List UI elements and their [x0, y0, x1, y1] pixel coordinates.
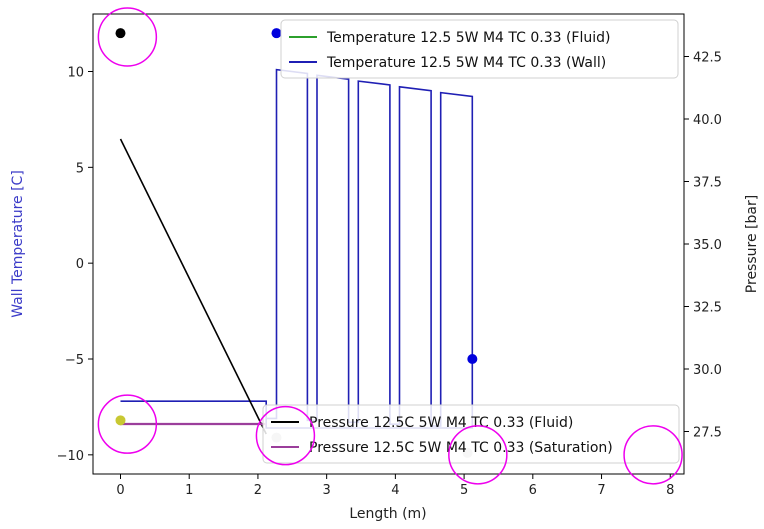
- highlight-circle-1: [97, 394, 158, 454]
- legend-box: [262, 404, 680, 464]
- x-tick-label: 6: [529, 483, 537, 498]
- legend-box: [280, 19, 679, 79]
- left-y-axis: −10 −5 0 5 10: [57, 66, 93, 464]
- right-y-tick-label: 37.5: [693, 176, 722, 191]
- data-marker-0: [115, 28, 126, 39]
- highlight-circle-0: [97, 7, 158, 67]
- x-tick-label: 4: [391, 483, 399, 498]
- right-y-tick-label: 42.5: [693, 51, 722, 66]
- legend-label: Temperature 12.5 5W M4 TC 0.33 (Fluid): [326, 30, 611, 46]
- right-y-axis: 27.5 30.0 32.5 35.0 37.5 40.0 42.5: [684, 51, 722, 441]
- x-axis: 0 1 2 3 4 5 6 7 8: [116, 474, 674, 498]
- right-y-tick-label: 27.5: [693, 426, 722, 441]
- left-y-axis-label: Wall Temperature [C]: [10, 170, 26, 318]
- legend-label: Pressure 12.5C 5W M4 TC 0.33 (Saturation…: [309, 440, 613, 456]
- right-y-tick-label: 40.0: [693, 113, 722, 128]
- data-marker-1: [271, 28, 282, 39]
- highlight-circle-2: [255, 405, 316, 466]
- right-y-tick-label: 35.0: [693, 238, 722, 253]
- right-y-tick-label: 32.5: [693, 301, 722, 316]
- legend-top: Temperature 12.5 5W M4 TC 0.33 (Fluid) Te…: [280, 19, 679, 79]
- left-y-tick-label: −10: [57, 449, 84, 464]
- x-tick-label: 7: [597, 483, 605, 498]
- highlight-circle-4: [623, 425, 683, 485]
- marker-layer: [115, 28, 478, 458]
- x-tick-label: 1: [185, 483, 193, 498]
- right-y-axis-label: Pressure [bar]: [744, 195, 760, 293]
- legend-bottom: Pressure 12.5C 5W M4 TC 0.33 (Fluid) Pres…: [262, 404, 680, 464]
- left-y-tick-label: 5: [76, 161, 84, 176]
- x-tick-label: 2: [254, 483, 262, 498]
- x-axis-label: Length (m): [349, 506, 426, 522]
- x-tick-label: 3: [323, 483, 331, 498]
- right-y-tick-label: 30.0: [693, 363, 722, 378]
- legend-label: Temperature 12.5 5W M4 TC 0.33 (Wall): [326, 55, 606, 71]
- legend-label: Pressure 12.5C 5W M4 TC 0.33 (Fluid): [309, 415, 573, 431]
- series-line-0: [120, 68, 474, 429]
- plot-area: [119, 68, 474, 435]
- highlight-circle-3: [448, 425, 508, 485]
- series-line-1: [119, 138, 267, 435]
- x-tick-label: 8: [666, 483, 674, 498]
- left-y-tick-label: 0: [76, 257, 84, 272]
- left-y-tick-label: 10: [67, 66, 84, 81]
- x-tick-label: 5: [460, 483, 468, 498]
- left-y-tick-label: −5: [65, 353, 84, 368]
- x-tick-label: 0: [116, 483, 124, 498]
- data-marker-3: [115, 415, 126, 426]
- highlight-layer: [97, 7, 683, 485]
- data-marker-2: [467, 354, 478, 364]
